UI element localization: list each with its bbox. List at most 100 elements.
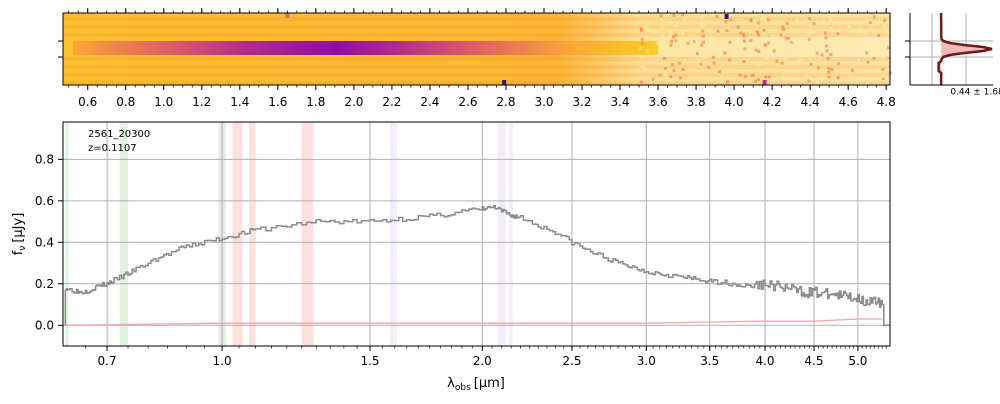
redshift-label: z=0.1107 — [88, 143, 137, 154]
heatmap-pixel — [808, 24, 812, 28]
heatmap-pixel — [738, 31, 742, 35]
heatmap-pixel — [807, 37, 811, 41]
heatmap-pixel — [882, 74, 886, 78]
heatmap-pixel — [743, 74, 747, 78]
heatmap-hot-pixel — [502, 80, 507, 85]
heatmap-pixel — [668, 30, 672, 34]
heatmap-pixel — [718, 70, 722, 74]
heatmap-row — [63, 61, 890, 65]
heatmap-x-tick-label: 2.0 — [344, 95, 363, 109]
heatmap-pixel — [662, 43, 666, 47]
heatmap-pixel — [766, 41, 770, 45]
heatmap-pixel — [639, 28, 643, 32]
heatmap-pixel — [754, 79, 758, 83]
y-axis-label: fν[μJy] — [11, 213, 28, 256]
heatmap-x-tick-label: 1.4 — [230, 95, 249, 109]
profile-fill — [938, 13, 992, 85]
heatmap-pixel — [881, 68, 885, 72]
heatmap-pixel — [834, 60, 838, 64]
heatmap-row — [63, 81, 890, 85]
heatmap-pixel — [779, 33, 783, 37]
heatmap-pixel — [716, 29, 720, 33]
flux-line — [64, 205, 890, 327]
spectrum-x-tick-label: 1.5 — [360, 354, 379, 368]
heatmap-pixel — [804, 73, 808, 77]
heatmap-x-tick-label: 1.8 — [306, 95, 325, 109]
heatmap-pixel — [659, 17, 663, 21]
heatmap-pixel — [699, 24, 703, 28]
heatmap-pixel — [736, 25, 740, 29]
heatmap-pixel — [755, 23, 759, 27]
heatmap-pixel — [863, 31, 867, 35]
line-band — [497, 122, 506, 346]
heatmap-pixel — [671, 35, 675, 39]
heatmap-pixel — [784, 36, 788, 40]
heatmap-pixel — [653, 30, 657, 34]
heatmap-pixel — [728, 40, 732, 44]
heatmap-pixel — [757, 49, 761, 53]
heatmap-pixel — [876, 68, 880, 72]
heatmap-pixel — [771, 34, 775, 38]
heatmap-pixel — [754, 48, 758, 52]
heatmap-x-tick-label: 3.2 — [572, 95, 591, 109]
heatmap-pixel — [659, 76, 663, 80]
heatmap-pixel — [793, 50, 797, 54]
heatmap-pixel — [752, 43, 756, 47]
heatmap-pixel — [767, 75, 771, 79]
heatmap-x-tick-label: 4.6 — [839, 95, 858, 109]
heatmap-pixel — [700, 21, 704, 25]
heatmap-pixel — [855, 43, 859, 47]
heatmap-x-ticks: 0.6 0.8 1.0 1.2 1.4 1.6 1.8 2.0 2.2 2.4 2.6 2.8 3.0 3… — [68, 8, 896, 109]
spectrum-y-tick-label: 0.2 — [35, 277, 54, 291]
heatmap-pixel — [804, 46, 808, 50]
heatmap-pixel — [861, 36, 865, 40]
heatmap-pixel — [758, 63, 762, 67]
heatmap-x-tick-label: 1.6 — [268, 95, 287, 109]
heatmap-pixel — [807, 32, 811, 36]
heatmap-hot-pixel — [285, 13, 290, 18]
heatmap-pixel — [780, 61, 784, 65]
heatmap-pixel — [880, 55, 884, 59]
line-band — [248, 122, 256, 346]
heatmap-pixel — [639, 46, 643, 50]
heatmap-pixel — [883, 18, 887, 22]
heatmap-pixel — [672, 69, 676, 73]
heatmap-x-tick-label: 0.8 — [116, 95, 135, 109]
heatmap-pixel — [725, 28, 729, 32]
heatmap-x-tick-label: 2.6 — [458, 95, 477, 109]
heatmap-pixel — [658, 73, 662, 77]
heatmap-pixel — [847, 71, 851, 75]
heatmap-pixel — [831, 47, 835, 51]
heatmap-pixel — [795, 18, 799, 22]
heatmap-row — [63, 77, 890, 81]
heatmap-pixel — [722, 14, 726, 18]
heatmap-pixel — [781, 33, 785, 37]
heatmap-pixel — [781, 27, 785, 31]
heatmap-pixel — [826, 57, 830, 61]
heatmap-pixel — [836, 81, 840, 85]
spectrum-frame — [62, 121, 891, 347]
heatmap-pixel — [680, 13, 684, 17]
heatmap-pixel — [703, 55, 707, 59]
heatmap-pixel — [700, 16, 704, 20]
heatmap-x-tick-label: 3.6 — [649, 95, 668, 109]
heatmap-pixel — [742, 32, 746, 36]
heatmap-x-tick-label: 3.8 — [687, 95, 706, 109]
heatmap-pixel — [792, 39, 796, 43]
heatmap-pixel — [672, 13, 676, 17]
heatmap-pixel — [808, 17, 812, 21]
heatmap-pixel — [809, 62, 813, 66]
heatmap-noise — [285, 13, 893, 85]
heatmap-pixel — [872, 56, 876, 60]
heatmap-pixel — [700, 43, 704, 47]
profile-line — [937, 13, 993, 85]
heatmap-rows — [63, 13, 890, 85]
line-band — [389, 122, 398, 346]
heatmap-pixel — [877, 54, 881, 58]
heatmap-pixel — [701, 40, 705, 44]
spectrum-y-tick-label: 0.0 — [35, 318, 54, 332]
heatmap-pixel — [814, 65, 818, 69]
heatmap-x-tick-label: 1.2 — [192, 95, 211, 109]
heatmap-row — [63, 69, 890, 73]
heatmap-pixel — [701, 29, 705, 33]
